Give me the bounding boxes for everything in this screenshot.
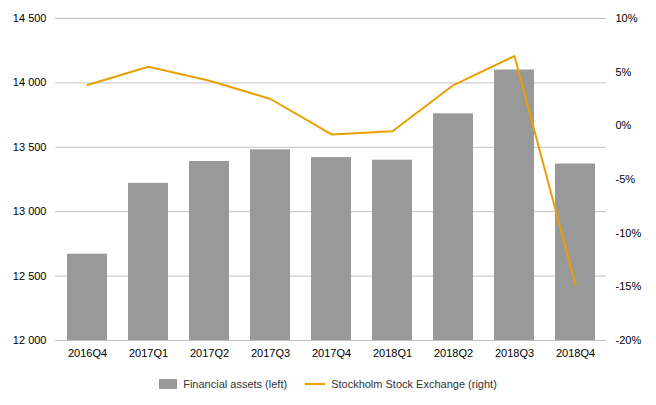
svg-text:-5%: -5%	[616, 173, 636, 185]
svg-text:-10%: -10%	[616, 227, 642, 239]
svg-text:14 500: 14 500	[13, 12, 47, 24]
svg-text:13 000: 13 000	[13, 205, 47, 217]
svg-text:13 500: 13 500	[13, 141, 47, 153]
html-text:Financial assets (left): Financial assets (left)	[183, 378, 288, 390]
svg-text:-20%: -20%	[616, 334, 642, 346]
svg-text:14 000: 14 000	[13, 76, 47, 88]
svg-text:5%: 5%	[616, 66, 632, 78]
svg-text:0%: 0%	[616, 119, 632, 131]
svg-text:2018Q4: 2018Q4	[556, 347, 595, 359]
svg-text:10%: 10%	[616, 12, 638, 24]
svg-text:2018Q2: 2018Q2	[434, 347, 473, 359]
svg-text:2017Q4: 2017Q4	[312, 347, 351, 359]
svg-text:2017Q2: 2017Q2	[190, 347, 229, 359]
svg-text:12 000: 12 000	[13, 334, 47, 346]
svg-text:2017Q1: 2017Q1	[129, 347, 168, 359]
svg-text:2018Q3: 2018Q3	[495, 347, 534, 359]
svg-text:-15%: -15%	[616, 280, 642, 292]
svg-text:2016Q4: 2016Q4	[68, 347, 107, 359]
svg-text:12 500: 12 500	[13, 270, 47, 282]
svg-text:2018Q1: 2018Q1	[373, 347, 412, 359]
html-text:Stockholm Stock Exchange (righ: Stockholm Stock Exchange (right)	[331, 378, 497, 390]
svg-text:2017Q3: 2017Q3	[251, 347, 290, 359]
